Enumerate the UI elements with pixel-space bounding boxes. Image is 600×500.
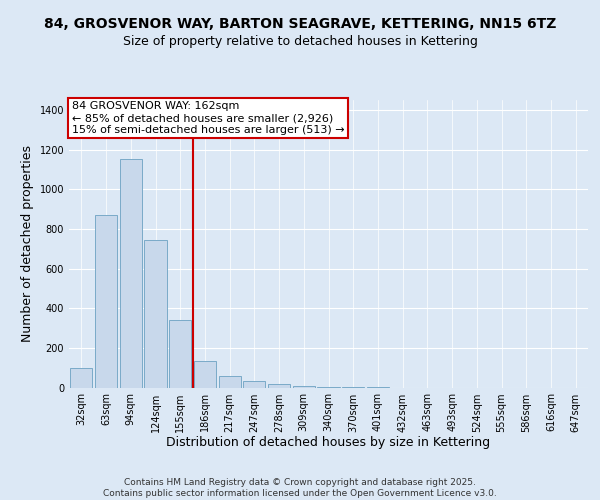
Text: Size of property relative to detached houses in Kettering: Size of property relative to detached ho… [122, 35, 478, 48]
Bar [169, 320, 191, 388]
Bar [194, 360, 216, 388]
Bar [293, 386, 315, 388]
Text: Contains HM Land Registry data © Crown copyright and database right 2025.
Contai: Contains HM Land Registry data © Crown c… [103, 478, 497, 498]
Bar [243, 380, 265, 388]
Bar [317, 386, 340, 388]
Text: 84 GROSVENOR WAY: 162sqm
← 85% of detached houses are smaller (2,926)
15% of sem: 84 GROSVENOR WAY: 162sqm ← 85% of detach… [71, 102, 344, 134]
Bar [119, 160, 142, 388]
Text: 84, GROSVENOR WAY, BARTON SEAGRAVE, KETTERING, NN15 6TZ: 84, GROSVENOR WAY, BARTON SEAGRAVE, KETT… [44, 18, 556, 32]
Bar [145, 240, 167, 388]
Y-axis label: Number of detached properties: Number of detached properties [21, 145, 34, 342]
Bar [70, 368, 92, 388]
X-axis label: Distribution of detached houses by size in Kettering: Distribution of detached houses by size … [166, 436, 491, 449]
Bar [218, 376, 241, 388]
Bar [268, 384, 290, 388]
Bar [95, 215, 117, 388]
